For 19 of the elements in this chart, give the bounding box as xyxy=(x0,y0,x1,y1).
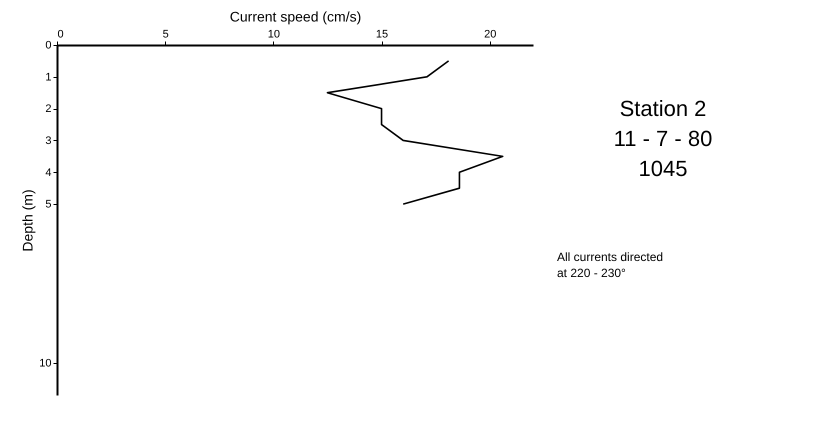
x-tick-label: 15 xyxy=(376,28,388,40)
text: 11 - 7 - 80 xyxy=(614,126,712,151)
y-tick-label: 1 xyxy=(45,71,52,84)
line-series xyxy=(326,60,504,205)
x-axis-title: Current speed (cm/s) xyxy=(230,8,362,24)
y-tick-label: 3 xyxy=(45,134,52,147)
x-tick-label: 0 xyxy=(58,28,64,40)
y-axis-title: Depth (m) xyxy=(19,189,36,252)
text: 1045 xyxy=(638,156,688,181)
x-tick-label: 10 xyxy=(268,28,280,40)
x-tick-label: 5 xyxy=(162,28,169,40)
text: All currents directed at 220 - 230° xyxy=(557,250,664,280)
y-tick-label: 4 xyxy=(45,166,52,179)
y-tick-label: 0 xyxy=(45,40,52,52)
y-tick-label: 2 xyxy=(45,103,52,116)
y-tick-label: 5 xyxy=(45,198,52,211)
text: Station 2 xyxy=(620,96,706,121)
y-tick-label: 10 xyxy=(39,358,52,370)
x-tick-label: 20 xyxy=(484,28,496,40)
